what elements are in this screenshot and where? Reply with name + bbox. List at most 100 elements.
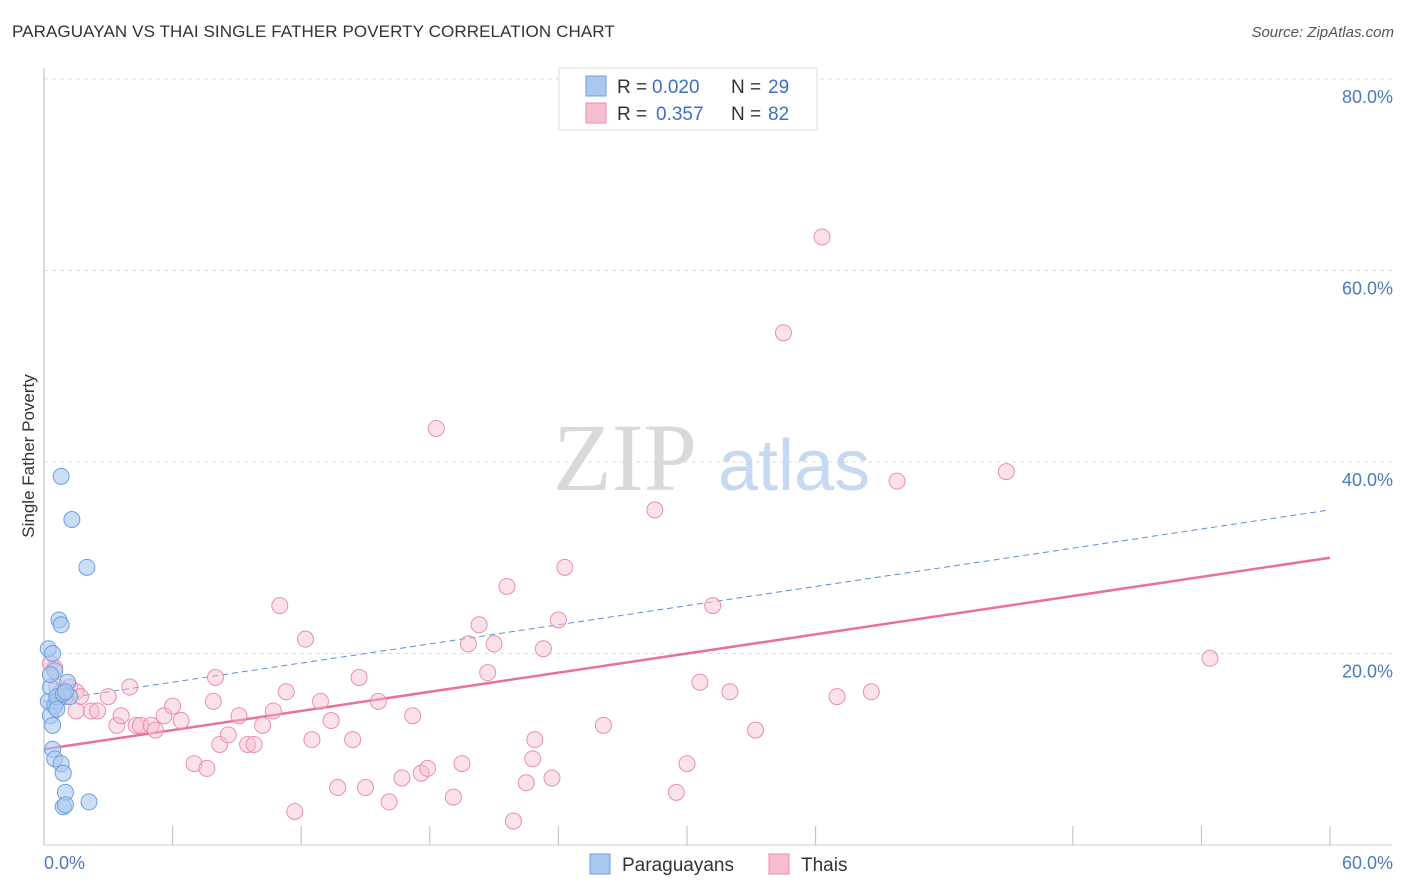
- y-tick-labels: 20.0% 40.0% 60.0% 80.0%: [1342, 87, 1393, 682]
- legend: R = 0.020 N = 29 R = 0.357 N = 82: [558, 67, 818, 131]
- point-thais-13: [121, 678, 139, 696]
- point-thais-32: [286, 802, 304, 820]
- point-thais-67: [691, 673, 709, 691]
- point-thais-42: [380, 793, 398, 811]
- point-thais-52: [479, 664, 497, 682]
- point-thais-55: [504, 812, 522, 830]
- source-label: Source: ZipAtlas.com: [1251, 24, 1394, 41]
- point-paraguayans-26: [48, 700, 66, 718]
- point-thais-22: [198, 759, 216, 777]
- point-thais-79: [67, 702, 85, 720]
- x-tick-label-min: 0.0%: [44, 853, 85, 873]
- point-thais-36: [322, 712, 340, 730]
- point-paraguayans-15: [56, 796, 74, 814]
- x-tick-label-max: 60.0%: [1342, 853, 1393, 873]
- legend-r-value-1: 0.020: [652, 77, 700, 98]
- point-thais-72: [813, 228, 831, 246]
- point-thais-54: [498, 577, 516, 595]
- point-thais-43: [393, 769, 411, 787]
- point-paraguayans-20: [63, 510, 81, 528]
- point-thais-17: [146, 721, 164, 739]
- point-thais-19: [164, 697, 182, 715]
- point-thais-35: [311, 692, 329, 710]
- point-thais-8: [82, 702, 100, 720]
- point-thais-26: [230, 707, 248, 725]
- point-thais-47: [427, 419, 445, 437]
- point-paraguayans-16: [80, 793, 98, 811]
- point-thais-23: [204, 692, 222, 710]
- point-thais-44: [404, 707, 422, 725]
- point-thais-40: [357, 779, 374, 797]
- point-thais-18: [155, 707, 173, 725]
- y-tick-label-20: 20.0%: [1342, 662, 1393, 682]
- legend-n-value-1: 29: [768, 77, 789, 98]
- gridlines: [44, 78, 1392, 654]
- y-tick-label-60: 60.0%: [1342, 279, 1393, 299]
- trendline-paraguayans: [43, 509, 1331, 702]
- point-thais-38: [344, 731, 362, 749]
- point-thais-51: [470, 616, 488, 634]
- point-thais-28: [245, 735, 263, 753]
- point-thais-37: [329, 779, 347, 797]
- point-thais-24: [211, 735, 229, 753]
- point-thais-74: [862, 683, 880, 701]
- point-thais-64: [646, 501, 664, 519]
- point-thais-25: [219, 726, 237, 744]
- trendlines: [43, 509, 1331, 751]
- point-thais-58: [524, 750, 542, 768]
- point-thais-33: [296, 630, 314, 648]
- point-thais-77: [1201, 649, 1219, 667]
- point-thais-29: [254, 716, 272, 734]
- point-thais-80: [206, 668, 224, 686]
- point-thais-75: [888, 472, 906, 490]
- point-thais-21: [185, 755, 203, 773]
- point-thais-61: [556, 558, 574, 576]
- point-thais-63: [594, 716, 612, 734]
- point-thais-46: [419, 759, 437, 777]
- point-thais-11: [108, 716, 126, 734]
- point-thais-9: [89, 702, 107, 720]
- point-thais-69: [721, 683, 739, 701]
- point-thais-73: [828, 688, 846, 706]
- point-thais-20: [172, 712, 190, 730]
- legend-swatch-thais: [585, 102, 607, 124]
- trendline-thais: [43, 556, 1331, 751]
- point-thais-71: [774, 324, 792, 342]
- point-thais-14: [127, 716, 145, 734]
- point-thais-10: [99, 688, 117, 706]
- point-thais-60: [543, 769, 561, 787]
- legend-r-label-1: R =: [617, 77, 647, 98]
- point-paraguayans-18: [52, 616, 70, 634]
- legend-swatch-paraguayans: [585, 75, 607, 97]
- point-thais-48: [444, 788, 462, 806]
- chart-title: PARAGUAYAN VS THAI SINGLE FATHER POVERTY…: [12, 22, 615, 41]
- x-ticks: [172, 826, 1331, 845]
- legend-n-label-1: N =: [731, 77, 761, 98]
- point-thais-49: [453, 755, 471, 773]
- point-paraguayans-27: [41, 666, 59, 684]
- legend-r-value-2: 0.357: [656, 104, 704, 125]
- point-thais-57: [526, 731, 544, 749]
- y-tick-label-80: 80.0%: [1342, 87, 1393, 107]
- point-paraguayans-21: [78, 558, 96, 576]
- point-paraguayans-5: [44, 645, 62, 662]
- data-points: [39, 228, 1219, 830]
- y-axis-title: Single Father Poverty: [19, 374, 38, 538]
- point-thais-41: [369, 692, 387, 710]
- bottom-legend: Paraguayans Thais: [589, 853, 847, 876]
- point-thais-65: [667, 783, 685, 801]
- point-thais-31: [277, 683, 295, 701]
- bottom-legend-swatch-paraguayans: [589, 853, 611, 875]
- point-paraguayans-19: [52, 467, 70, 485]
- point-thais-27: [239, 735, 257, 753]
- point-paraguayans-28: [56, 683, 74, 701]
- point-thais-34: [303, 731, 321, 749]
- point-thais-81: [271, 597, 289, 615]
- point-thais-56: [517, 774, 535, 792]
- point-paraguayans-12: [54, 764, 72, 782]
- watermark-zip: ZIP: [553, 404, 697, 511]
- watermark-atlas: atlas: [718, 426, 870, 506]
- point-thais-76: [997, 463, 1015, 481]
- point-thais-39: [350, 668, 368, 686]
